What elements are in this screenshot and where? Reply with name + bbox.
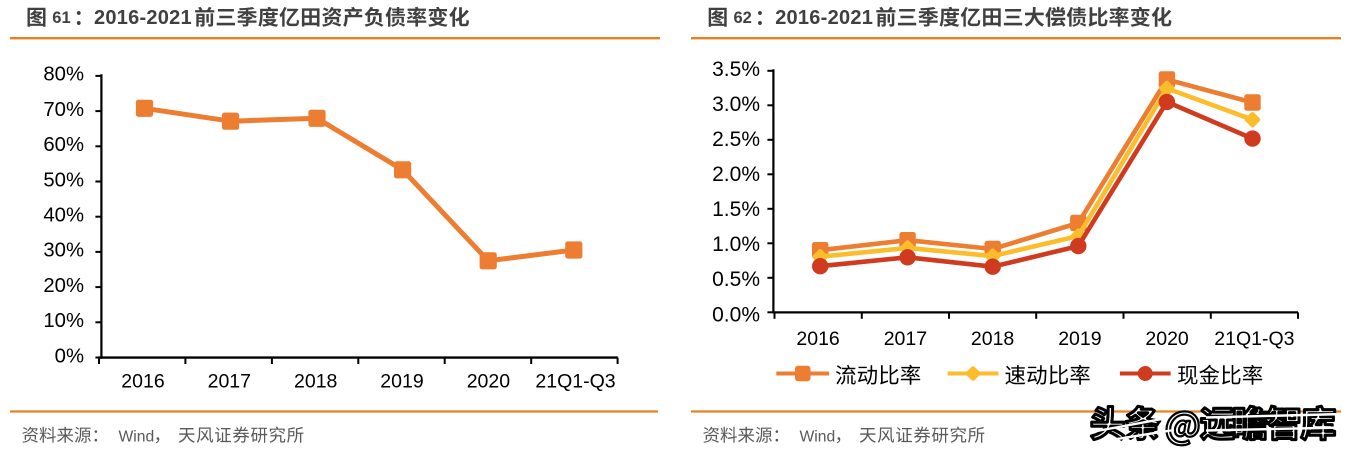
svg-text:80%: 80% [43, 64, 84, 86]
svg-text:60%: 60% [43, 134, 84, 156]
svg-text:20%: 20% [43, 275, 84, 297]
svg-text:50%: 50% [43, 169, 84, 191]
svg-text:2016: 2016 [121, 370, 164, 392]
svg-text:1.5%: 1.5% [712, 198, 760, 221]
svg-text:21Q1-Q3: 21Q1-Q3 [1214, 328, 1294, 350]
svg-text:40%: 40% [43, 205, 84, 227]
svg-text:1.0%: 1.0% [712, 233, 760, 256]
svg-text:21Q1-Q3: 21Q1-Q3 [535, 370, 615, 392]
svg-text:2017: 2017 [884, 328, 927, 350]
svg-text:2017: 2017 [208, 370, 251, 392]
svg-text:Wind: Wind [800, 428, 836, 445]
svg-text:0%: 0% [55, 345, 84, 367]
svg-text:62: 62 [734, 9, 752, 27]
svg-text:10%: 10% [43, 310, 84, 332]
svg-text:2018: 2018 [971, 328, 1014, 350]
svg-text:2019: 2019 [380, 370, 423, 392]
svg-text:30%: 30% [43, 240, 84, 262]
svg-text:2.5%: 2.5% [712, 128, 760, 151]
svg-text:70%: 70% [43, 99, 84, 121]
svg-text:2020: 2020 [1145, 328, 1189, 350]
svg-text:61: 61 [52, 9, 70, 27]
svg-text:2016-2021: 2016-2021 [94, 7, 192, 29]
svg-text:2020: 2020 [467, 370, 511, 392]
svg-text:3.0%: 3.0% [712, 93, 760, 116]
svg-text:2018: 2018 [294, 370, 337, 392]
svg-text:2016-2021: 2016-2021 [775, 7, 873, 29]
svg-text:2.0%: 2.0% [712, 163, 760, 186]
svg-text:2016: 2016 [796, 328, 839, 350]
svg-text:Wind: Wind [119, 428, 155, 445]
svg-text:3.5%: 3.5% [712, 58, 760, 81]
svg-text:0.5%: 0.5% [712, 268, 760, 291]
svg-text:0.0%: 0.0% [712, 303, 760, 326]
svg-text:2019: 2019 [1058, 328, 1101, 350]
